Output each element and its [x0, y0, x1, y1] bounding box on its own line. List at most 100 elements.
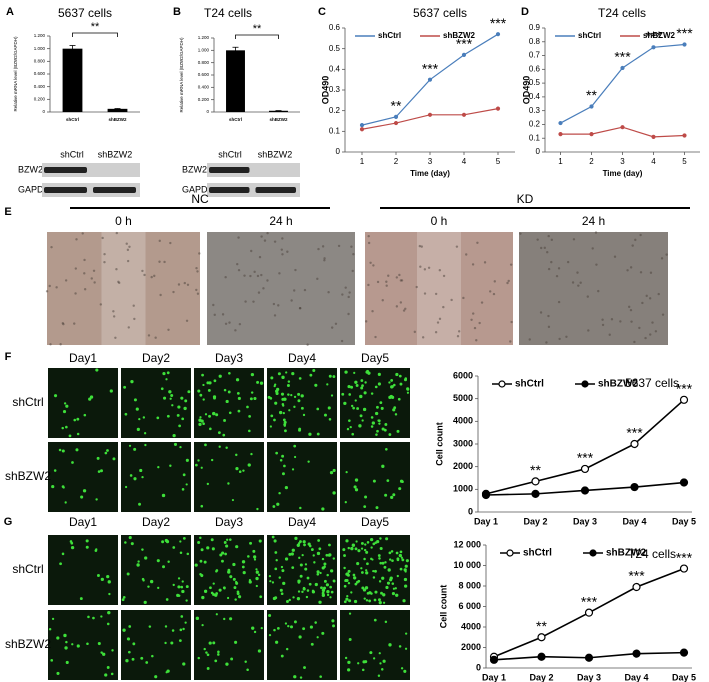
x-tick-label: 4 [651, 157, 656, 166]
cell [128, 536, 132, 540]
cell [436, 321, 440, 324]
cell [126, 572, 130, 576]
cell [177, 594, 181, 597]
cell [222, 433, 226, 437]
cell [396, 574, 399, 578]
cell [547, 325, 551, 329]
cell [351, 269, 354, 273]
cell [321, 631, 325, 635]
cell [61, 426, 64, 430]
cell [372, 570, 375, 573]
cell [269, 580, 272, 583]
cell [305, 595, 309, 599]
cell [130, 542, 134, 546]
cell [392, 493, 396, 497]
cell [303, 666, 306, 669]
y-tick-label: 0.600 [198, 72, 210, 77]
cell [161, 493, 166, 498]
y-tick-label: 3000 [453, 438, 473, 448]
cell [56, 636, 60, 640]
y-tick-label: 0.1 [529, 133, 541, 142]
cell [368, 591, 372, 595]
cell [202, 422, 205, 425]
cell [185, 599, 188, 602]
cell [182, 627, 185, 631]
cell [48, 284, 51, 288]
cell [100, 469, 103, 473]
cell [540, 246, 543, 250]
cell [313, 561, 316, 564]
cell [404, 570, 407, 573]
cell [347, 384, 351, 389]
cell [218, 374, 222, 378]
bar [269, 110, 288, 112]
cell [150, 275, 153, 279]
cell [83, 413, 87, 417]
cell [345, 572, 349, 576]
cell [141, 269, 144, 273]
cell [187, 390, 191, 394]
cell [378, 652, 381, 655]
cell [293, 455, 297, 459]
legend-marker [581, 380, 589, 388]
y-tick-label: 1.000 [34, 46, 46, 51]
cell [403, 669, 407, 673]
cell [246, 405, 249, 409]
y-tick-label: 0 [206, 109, 209, 114]
cell [195, 463, 198, 467]
cell [307, 542, 311, 546]
cell [99, 303, 103, 306]
cell [370, 538, 374, 542]
cell [236, 262, 239, 266]
micrograph [194, 442, 264, 512]
cell [293, 620, 297, 624]
cell [64, 279, 68, 282]
x-tick-label: Day 2 [529, 672, 553, 682]
cell [156, 416, 160, 420]
cell [341, 392, 345, 396]
cell [374, 385, 378, 389]
cell [296, 597, 301, 601]
data-point [620, 65, 625, 71]
cell [438, 269, 442, 272]
cell [242, 571, 246, 575]
cell [300, 406, 304, 410]
cell [127, 650, 131, 654]
cell [183, 406, 187, 411]
legend-label: shBZW2 [643, 31, 676, 40]
cell [420, 245, 423, 248]
cell [317, 247, 320, 251]
cell [323, 259, 326, 262]
cell [225, 662, 229, 666]
cell [399, 550, 403, 554]
cell [226, 596, 230, 600]
panel-label: C [318, 6, 326, 18]
cell [318, 600, 322, 604]
cell [281, 454, 285, 458]
cell [291, 548, 295, 552]
cell [275, 640, 279, 644]
cell [423, 268, 427, 271]
cell [348, 419, 351, 422]
blot-row-label: BZW2 [18, 164, 43, 174]
x-tick-label: shBZW2 [109, 117, 127, 122]
cell [233, 586, 237, 590]
cell [383, 428, 387, 432]
cell [282, 581, 286, 586]
cell [164, 625, 168, 628]
cell [354, 399, 357, 402]
cell [267, 395, 271, 399]
data-point [481, 490, 491, 500]
cell [124, 541, 127, 544]
cell [293, 405, 296, 409]
cell [235, 453, 238, 457]
cell [378, 422, 381, 425]
y-tick-label: 0.5 [329, 44, 341, 53]
cell [147, 585, 150, 588]
cell [172, 583, 175, 587]
cell [252, 300, 255, 303]
cell [361, 571, 364, 574]
cell [178, 639, 182, 643]
cell [377, 674, 381, 677]
cell [395, 551, 399, 555]
